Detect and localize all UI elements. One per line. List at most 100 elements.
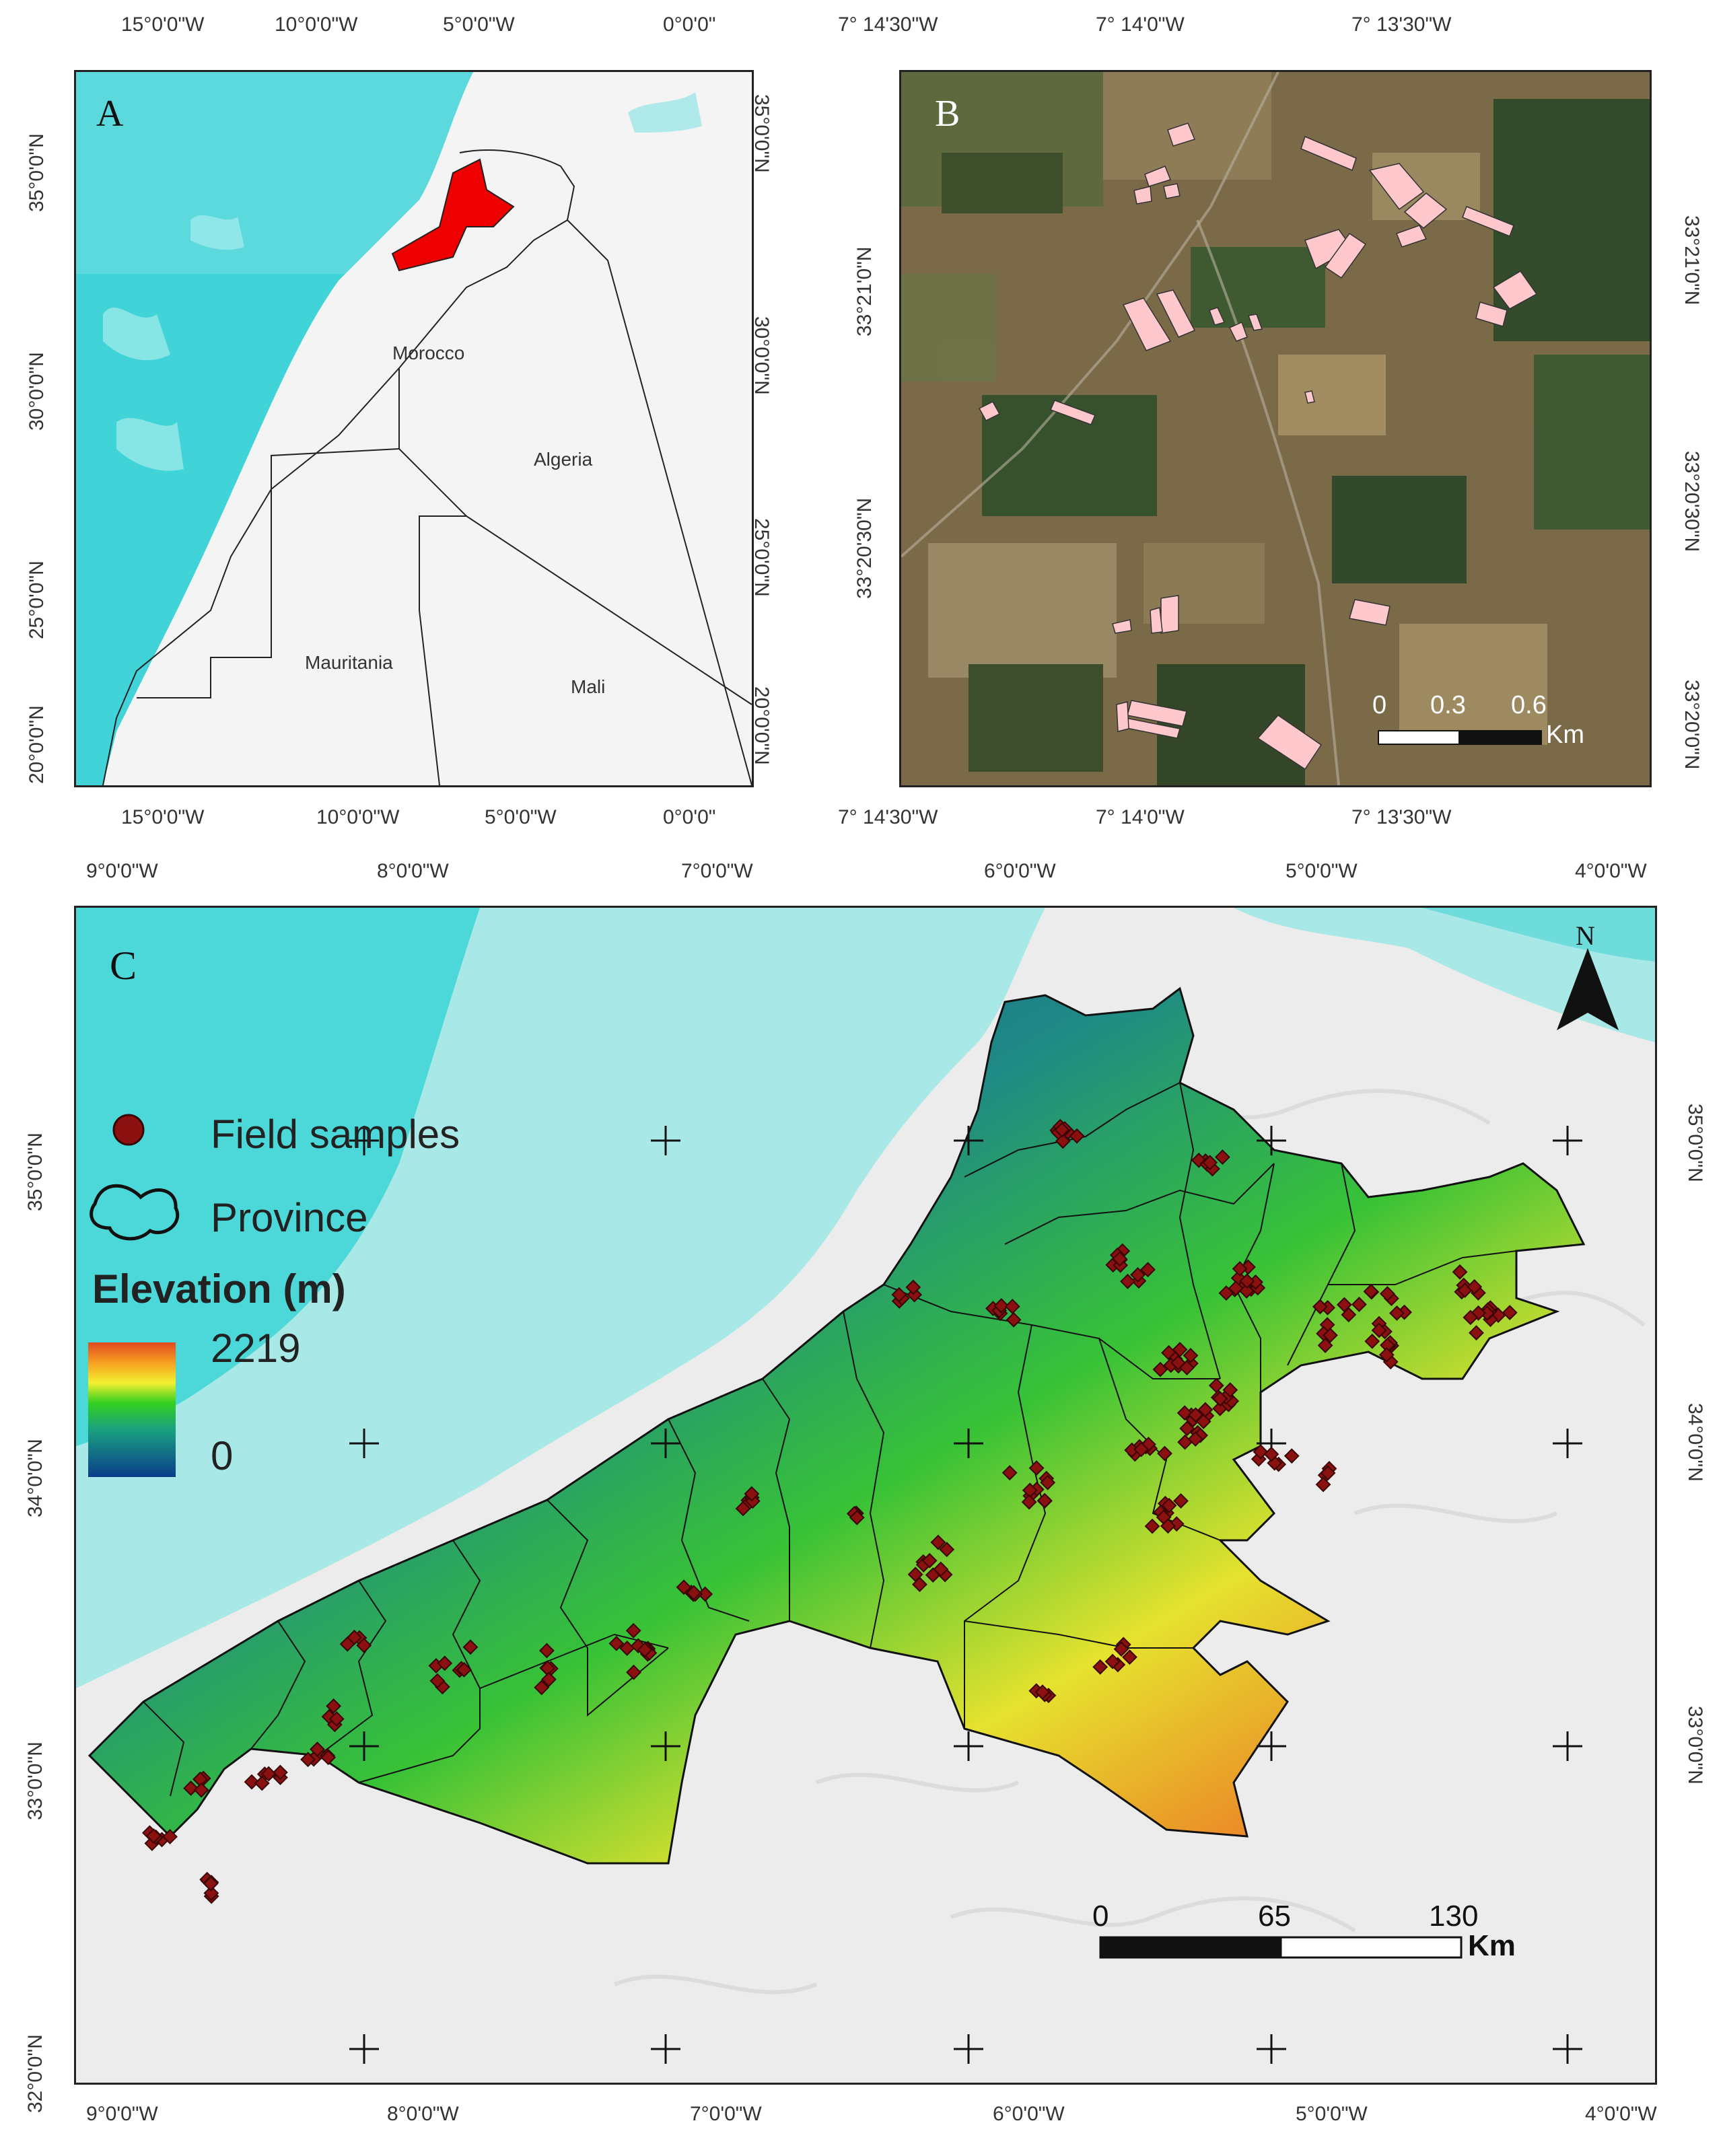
legend-elevation-title: Elevation (m) xyxy=(92,1266,346,1311)
panel-c-lon-label: 8°0'0"W xyxy=(377,860,449,882)
field-sample-point xyxy=(1222,1382,1238,1398)
field-sample-point xyxy=(1179,1421,1195,1437)
mediterranean xyxy=(628,92,702,133)
panel-b-svg xyxy=(901,72,1650,785)
panel-c-lat-label: 35°0'0"N xyxy=(1684,1104,1706,1182)
country-border xyxy=(398,368,752,705)
study-region-highlight xyxy=(391,158,515,272)
field-sample-point xyxy=(203,1885,219,1901)
field-sample-point xyxy=(1467,1279,1483,1295)
panel-a-lat-label: 25°0'0"N xyxy=(26,561,48,639)
scale-tick: 0.3 xyxy=(1430,691,1466,719)
panel-a-lon-label: 0°0'0" xyxy=(663,806,716,828)
legend-elevation-min: 0 xyxy=(211,1433,234,1478)
panel-a-lat-label: 35°0'0"N xyxy=(26,133,48,212)
graticule-cross xyxy=(1257,1731,1286,1761)
province-borders xyxy=(143,1082,1517,1797)
graticule-cross xyxy=(349,2034,379,2064)
field-sample-point xyxy=(1054,1122,1070,1138)
elevation-ramp xyxy=(88,1342,176,1477)
field-sample-point xyxy=(462,1639,479,1655)
graticule-cross xyxy=(1257,2034,1286,2064)
panel-b-lon-label: 7° 14'30"W xyxy=(838,13,938,36)
panel-c-lon-label: 8°0'0"W xyxy=(387,2103,459,2125)
field-sample-point xyxy=(1104,1653,1121,1669)
field-sample-point xyxy=(1170,1355,1186,1371)
field-sample-point xyxy=(260,1766,277,1782)
panel-c-lon-label: 7°0'0"W xyxy=(681,860,753,882)
scale-segment xyxy=(1378,730,1461,745)
field-sample-point xyxy=(1092,1659,1109,1675)
field-sample-point xyxy=(619,1641,635,1656)
field-sample-point xyxy=(1253,1444,1269,1460)
panel-b-lon-label: 7° 14'30"W xyxy=(838,806,938,828)
ocean-deep xyxy=(76,908,480,1446)
scale-tick: 130 xyxy=(1429,1900,1479,1933)
field-sample-point xyxy=(1315,1476,1331,1493)
field-sample-point xyxy=(1238,1283,1255,1299)
field-sample-point xyxy=(1212,1391,1228,1406)
panel-a-lat-label: 20°0'0"N xyxy=(26,705,48,784)
field-sample-point xyxy=(1202,1155,1218,1171)
field-sample-point xyxy=(1214,1149,1230,1165)
panel-c-lon-label: 9°0'0"W xyxy=(86,2103,158,2125)
field-sample-point xyxy=(1133,1441,1150,1458)
panel-b-lat-label: 33°20'30"N xyxy=(1681,451,1703,552)
field-sample-point xyxy=(1144,1518,1160,1534)
field-sample-point xyxy=(1004,1299,1020,1314)
panel-a-lon-label: 15°0'0"W xyxy=(121,806,205,828)
field-sample-point xyxy=(1021,1494,1037,1510)
field-sample-point xyxy=(1122,1649,1137,1665)
field-sample-point xyxy=(1177,1434,1193,1450)
field-sample-point xyxy=(1378,1346,1395,1363)
graticule-cross xyxy=(954,2034,983,2064)
field-sample-point xyxy=(1463,1309,1479,1326)
field-sample-point xyxy=(1055,1133,1071,1149)
field-sample-point xyxy=(1157,1445,1172,1462)
field-sample-point xyxy=(1312,1299,1328,1315)
road xyxy=(901,72,1279,558)
field-sample-point xyxy=(1239,1273,1255,1289)
panel-c-map: C N Field samples Province Elevation (m)… xyxy=(74,906,1657,2085)
legend-symbols xyxy=(88,1114,180,1477)
field-sample-points xyxy=(141,1118,1518,1904)
graticule-cross xyxy=(349,1731,379,1761)
field-sample-point xyxy=(1323,1327,1338,1343)
field-sample-point xyxy=(534,1680,550,1696)
panel-c-letter: C xyxy=(110,943,137,988)
field-sample-point xyxy=(1160,1518,1176,1534)
scale-tick: 0 xyxy=(1092,1900,1109,1933)
field-sample-point xyxy=(1069,1128,1085,1144)
field-sample-point xyxy=(993,1298,1010,1314)
panel-a-letter: A xyxy=(96,93,124,135)
panel-c-lat-label: 33°0'0"N xyxy=(1684,1706,1706,1785)
panel-c-lat-label: 35°0'0"N xyxy=(24,1133,46,1211)
country-border xyxy=(419,515,466,785)
sampled-fields xyxy=(978,122,1538,770)
field-sample-point xyxy=(930,1534,946,1550)
country-label-mali: Mali xyxy=(571,676,606,697)
field-sample-point xyxy=(735,1501,751,1517)
graticule-cross xyxy=(1553,1731,1582,1761)
field-sample-point xyxy=(1183,1348,1199,1363)
legend-samples-label: Field samples xyxy=(211,1112,460,1157)
field-sample-point xyxy=(1469,1325,1484,1341)
field-sample-point xyxy=(1228,1280,1244,1296)
field-sample-point xyxy=(686,1585,702,1601)
field-sample-point xyxy=(310,1741,325,1757)
field-sample-point xyxy=(1364,1333,1380,1349)
panel-a-lon-label: 5°0'0"W xyxy=(485,806,557,828)
field-sample-point xyxy=(162,1829,178,1844)
field-sample-point xyxy=(933,1561,949,1577)
field-sample-point xyxy=(203,1875,219,1892)
field-sample-point xyxy=(1317,1338,1333,1353)
graticule-cross xyxy=(651,1126,680,1155)
graticule-cross xyxy=(954,1429,983,1458)
field-sample-point xyxy=(921,1552,938,1569)
legend-province-label: Province xyxy=(211,1195,368,1240)
field-sample-point xyxy=(1188,1407,1203,1423)
field-sample-point xyxy=(608,1635,625,1651)
panel-a-lon-label: 10°0'0"W xyxy=(275,13,358,36)
field-sample-point xyxy=(1036,1493,1053,1509)
field-sample-point xyxy=(356,1637,372,1653)
